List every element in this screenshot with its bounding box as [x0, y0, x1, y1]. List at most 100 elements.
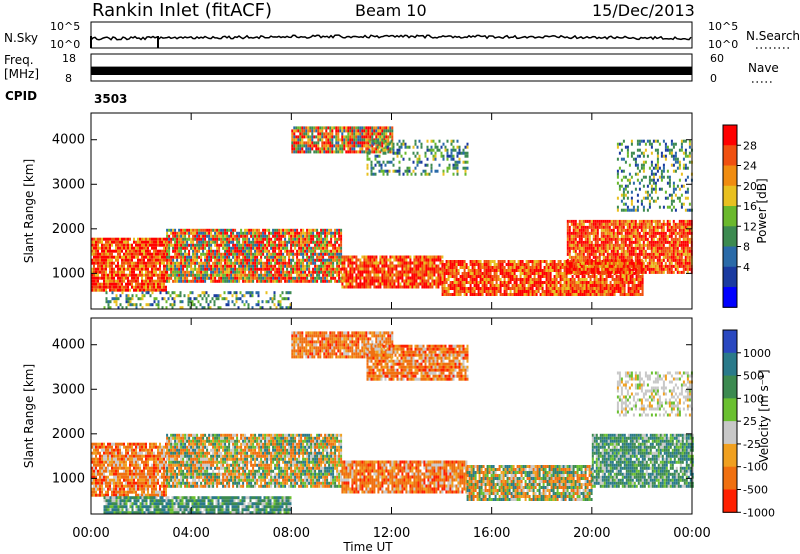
power-cell [628, 231, 631, 235]
power-cell [634, 225, 637, 229]
power-cell [190, 246, 193, 250]
power-cell [220, 270, 223, 274]
power-cell [381, 258, 384, 262]
power-cell [153, 279, 155, 283]
power-cell [597, 293, 600, 296]
power-cell [272, 258, 275, 262]
power-cell [533, 275, 536, 278]
power-cell [509, 287, 512, 290]
power-cell [260, 246, 263, 250]
power-cell [353, 270, 356, 274]
power-cell [218, 246, 221, 250]
power-cell [600, 228, 603, 232]
power-cell [147, 243, 149, 247]
power-cell [359, 132, 362, 136]
power-cell [391, 276, 394, 280]
power-cell [475, 281, 478, 284]
power-cell [318, 255, 321, 259]
power-cell [633, 293, 636, 296]
power-cell [662, 270, 665, 274]
power-cell [174, 273, 177, 277]
power-cell [566, 249, 569, 253]
power-cell [200, 273, 203, 277]
power-cell [566, 225, 569, 229]
power-cell [489, 293, 492, 296]
power-cell [143, 246, 145, 250]
power-cell [662, 228, 665, 232]
power-cell [568, 234, 571, 238]
power-cell [678, 237, 681, 241]
power-cell [652, 267, 655, 271]
power-cell [413, 276, 416, 280]
power-cell [163, 255, 165, 259]
power-cell [338, 234, 341, 238]
power-cell [262, 264, 265, 268]
power-cell [583, 293, 586, 296]
power-cell [210, 258, 213, 262]
power-cell [648, 231, 651, 235]
power-cell [656, 240, 659, 244]
power-cell [272, 249, 275, 253]
power-cell [299, 141, 302, 145]
power-cell [170, 267, 173, 271]
power-cell [274, 252, 277, 256]
power-cell [545, 275, 548, 278]
power-cell [361, 138, 364, 142]
power-cell [620, 243, 623, 247]
power-cell [545, 293, 548, 296]
power-cell [228, 240, 231, 244]
power-cell [399, 258, 402, 262]
power-cell [407, 285, 410, 289]
power-cell [686, 258, 689, 262]
power-cell [327, 150, 330, 154]
power-cell [686, 267, 689, 271]
power-cell [572, 222, 575, 226]
power-cell [109, 237, 111, 241]
power-cell [306, 255, 309, 259]
power-cell [204, 264, 207, 268]
power-cell [340, 276, 343, 280]
power-cell [149, 279, 151, 283]
power-cell [276, 237, 279, 241]
power-cell [586, 261, 589, 265]
power-cell [111, 270, 113, 274]
power-cell [650, 234, 653, 238]
power-cell [131, 285, 133, 289]
power-cell [151, 252, 153, 256]
power-cell [566, 237, 569, 241]
power-cell [165, 237, 167, 241]
power-cell [145, 240, 147, 244]
power-cell [322, 258, 325, 262]
power-cell [218, 270, 221, 274]
power-cell [365, 132, 368, 136]
power-cell [276, 276, 279, 280]
power-cell [631, 281, 634, 284]
power-cell [622, 249, 625, 253]
power-cell [586, 228, 589, 232]
power-cell [485, 278, 488, 281]
power-cell [182, 267, 185, 271]
power-cell [495, 287, 498, 290]
power-cell [437, 276, 440, 280]
power-cell [290, 249, 293, 253]
power-cell [678, 231, 681, 235]
power-cell [107, 249, 109, 253]
power-cell [610, 249, 613, 253]
power-cell [521, 281, 524, 284]
power-cell [351, 273, 354, 277]
power-cell [240, 261, 243, 265]
power-cell [316, 228, 319, 232]
power-cell [260, 258, 263, 262]
power-cell [334, 249, 337, 253]
power-cell [610, 264, 613, 268]
power-cell [590, 252, 593, 256]
power-cell [258, 276, 261, 280]
power-cell [216, 249, 219, 253]
power-cell [628, 243, 631, 247]
power-cell [658, 225, 661, 229]
power-cell [163, 267, 165, 271]
power-cell [318, 234, 321, 238]
power-cell [101, 258, 103, 262]
power-cell [155, 252, 157, 256]
power-cell [563, 287, 566, 290]
